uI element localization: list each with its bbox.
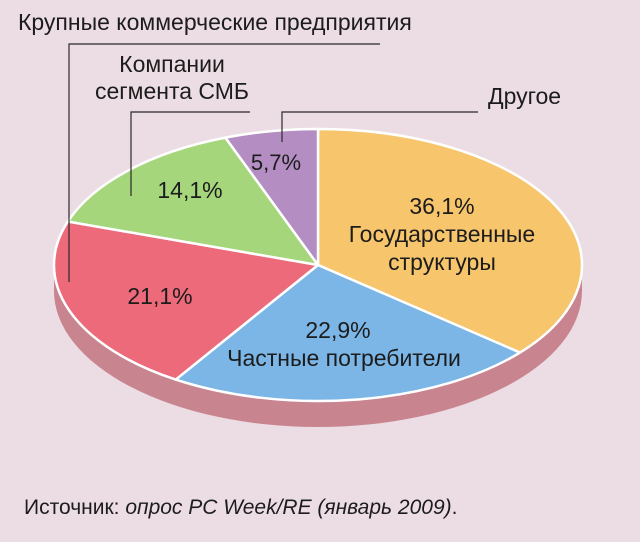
source-survey: опрос PC Week/RE: [125, 496, 312, 519]
pie-slice-4: [66, 136, 320, 267]
pie-slice-5: [224, 127, 320, 267]
source-note: Источник: опрос PC Week/RE (январь 2009)…: [24, 496, 457, 520]
pie-slice-2: [174, 263, 522, 403]
source-end: .: [451, 496, 458, 519]
pie-slice-3: [52, 220, 320, 381]
slice-label-smb-line1: Компании: [119, 51, 225, 77]
source-date: (январь 2009): [311, 496, 452, 519]
slice-label-gov-line1: Государственные: [349, 221, 535, 247]
source-prefix: Источник:: [24, 496, 126, 519]
value-label-gov: 36,1%: [409, 193, 474, 219]
value-label-other: 5,7%: [251, 150, 301, 175]
slice-label-gov-line2: структуры: [388, 249, 496, 275]
pie-slice-1: [316, 127, 584, 354]
value-label-smb: 14,1%: [157, 177, 222, 203]
slice-label-other: Другое: [488, 83, 561, 109]
leader-line-large: [68, 43, 380, 282]
value-label-large: 21,1%: [127, 283, 192, 309]
slice-label-large: Крупные коммерческие предприятия: [18, 9, 412, 35]
slice-label-smb-line2: сегмента СМБ: [95, 78, 249, 104]
slice-label-private: Частные потребители: [227, 345, 461, 371]
value-label-private: 22,9%: [305, 317, 370, 343]
leader-line-other: [281, 111, 478, 142]
leader-line-smb: [130, 111, 250, 196]
